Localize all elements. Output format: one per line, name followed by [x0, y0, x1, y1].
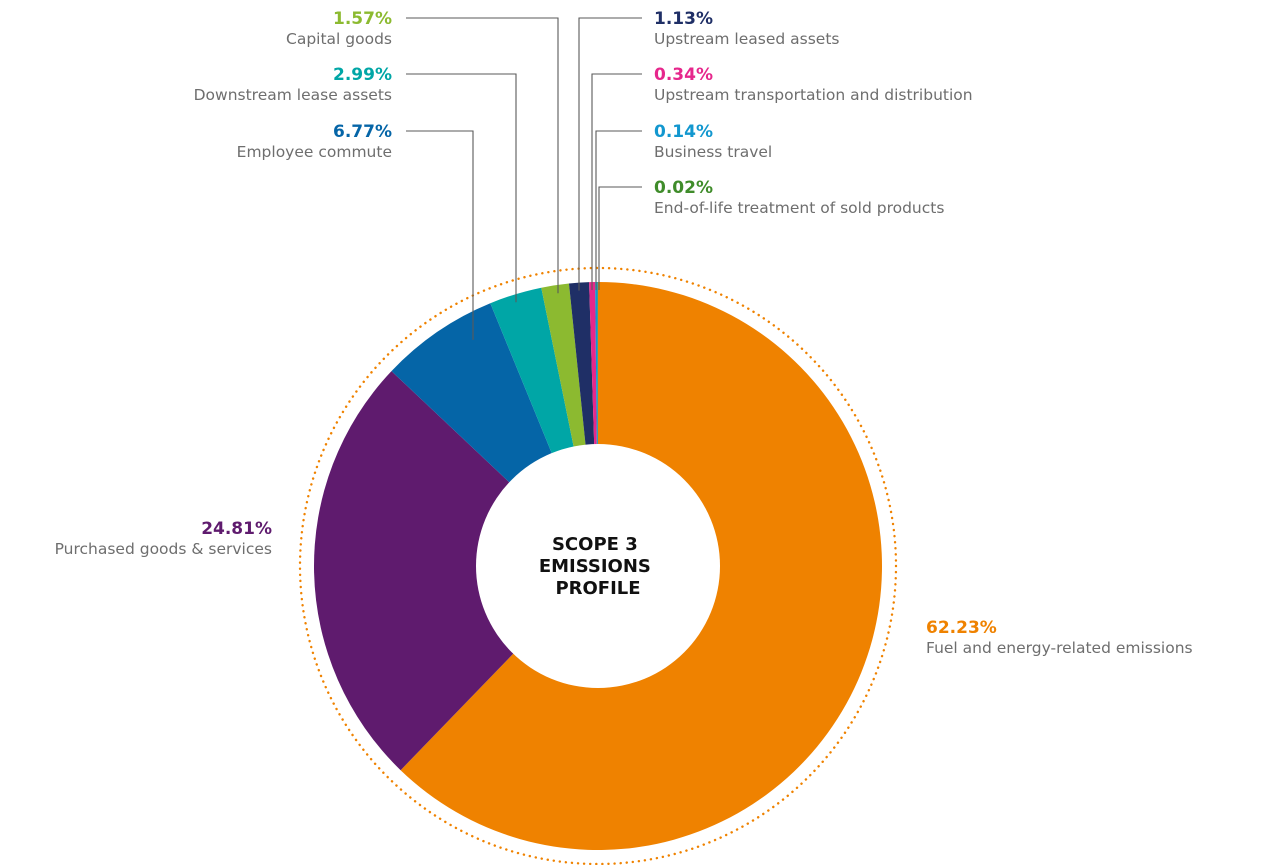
leader-line-upstream-transportation-and-distribution — [591, 73, 642, 291]
value-label-downstream-lease-assets: 2.99% — [333, 65, 392, 85]
slice-purchased-goods-services — [314, 371, 598, 771]
leader-line-downstream-lease-assets — [406, 73, 517, 303]
donut-center-hole — [476, 444, 720, 688]
leader-line-employee-commute — [406, 130, 474, 340]
center-title: SCOPE 3 EMISSIONS PROFILE — [539, 534, 657, 599]
category-label-upstream-transportation-and-distribution: Upstream transportation and distribution — [654, 86, 973, 104]
value-label-fuel-and-energy-related-emissions: 62.23% — [926, 618, 997, 638]
leader-line-business-travel — [595, 130, 642, 291]
leader-line-upstream-leased-assets — [578, 17, 642, 291]
value-label-business-travel: 0.14% — [654, 122, 713, 142]
category-label-upstream-leased-assets: Upstream leased assets — [654, 30, 840, 48]
category-label-downstream-lease-assets: Downstream lease assets — [194, 86, 392, 104]
value-label-employee-commute: 6.77% — [333, 122, 392, 142]
category-label-fuel-and-energy-related-emissions: Fuel and energy-related emissions — [926, 639, 1193, 657]
category-label-capital-goods: Capital goods — [286, 30, 392, 48]
value-label-capital-goods: 1.57% — [333, 9, 392, 29]
center-title-line-2: EMISSIONS — [539, 556, 651, 577]
center-title-line-1: SCOPE 3 — [552, 534, 638, 555]
center-title-line-3: PROFILE — [555, 578, 640, 599]
value-label-purchased-goods-services: 24.81% — [201, 519, 272, 539]
value-label-end-of-life-treatment-of-sold-products: 0.02% — [654, 178, 713, 198]
category-label-business-travel: Business travel — [654, 143, 772, 161]
category-label-end-of-life-treatment-of-sold-products: End-of-life treatment of sold products — [654, 199, 944, 217]
leader-line-capital-goods — [406, 17, 559, 294]
dotted-outer-ring — [298, 266, 898, 865]
leader-lines — [406, 17, 642, 340]
leader-line-end-of-life-treatment-of-sold-products — [598, 186, 642, 291]
value-label-upstream-transportation-and-distribution: 0.34% — [654, 65, 713, 85]
value-label-upstream-leased-assets: 1.13% — [654, 9, 713, 29]
category-label-purchased-goods-services: Purchased goods & services — [55, 540, 272, 558]
category-label-employee-commute: Employee commute — [237, 143, 392, 161]
slice-labels: 62.23%Fuel and energy-related emissions 2… — [55, 9, 1193, 657]
